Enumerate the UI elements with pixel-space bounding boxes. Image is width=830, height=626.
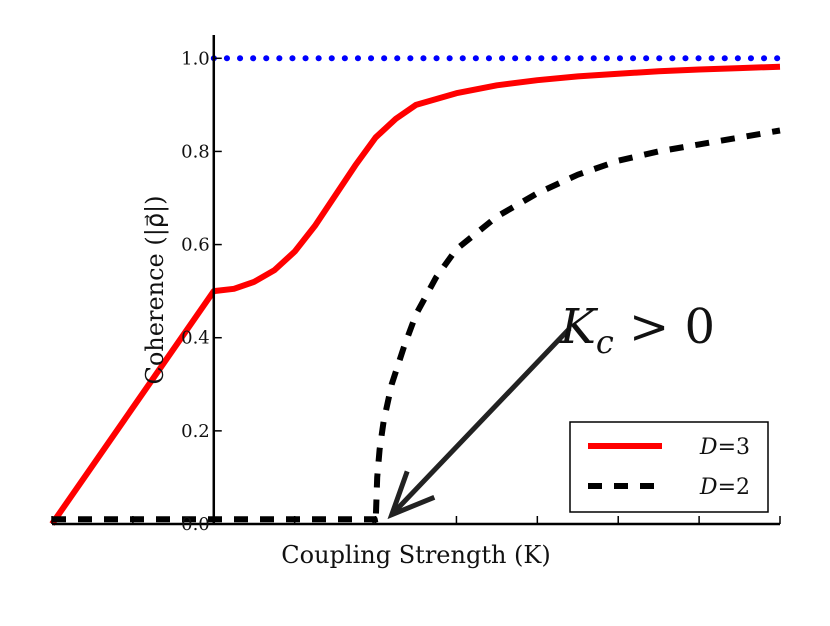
legend-label: D=3: [699, 435, 750, 460]
legend-box: [569, 421, 769, 513]
y-tick-label: 0.8: [181, 141, 210, 162]
y-tick-label: 0.2: [181, 421, 210, 442]
series-line-d-2: [52, 127, 781, 527]
legend: D=3 D=2: [569, 421, 769, 513]
series-line-d-3: [49, 63, 781, 526]
legend-label: D=2: [699, 475, 750, 500]
annotation: Kc > 0: [387, 299, 715, 520]
y-tick-label: 0.4: [181, 328, 210, 349]
curve-layer: [49, 55, 783, 527]
annotation-text: Kc > 0: [559, 299, 715, 361]
y-tick-label: 0.0: [181, 514, 210, 535]
annotation-arrow-head: [387, 470, 436, 520]
x-axis-title: Coupling Strength (K): [281, 541, 550, 569]
y-tick-label: 0.6: [181, 235, 210, 256]
y-tick-label: 1.0: [181, 48, 210, 69]
y-axis-title: Coherence (|ρ⃗|): [141, 195, 170, 384]
annotation-arrow-shaft: [389, 326, 572, 517]
axes-layer: [52, 35, 780, 526]
tick-layer: 0.0 0.2 0.4 0.6 0.8 1.0: [51, 48, 781, 535]
